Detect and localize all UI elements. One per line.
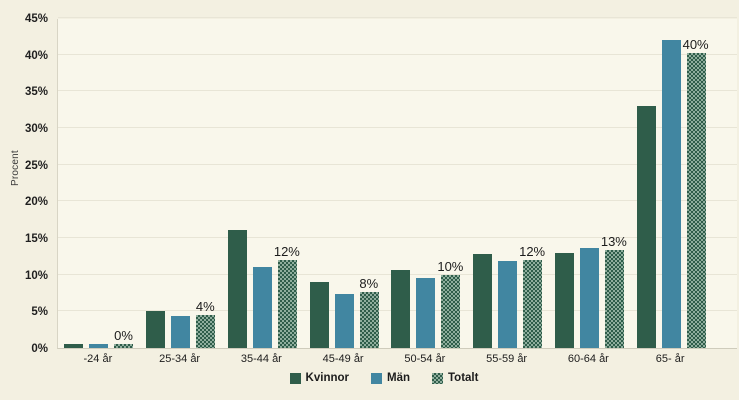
gridline <box>58 90 737 92</box>
bar-kvinnor <box>227 229 247 348</box>
x-tick-label: 60-64 år <box>567 353 609 365</box>
bar-män <box>416 277 436 348</box>
bar-group: 10% <box>385 19 467 348</box>
bar-kvinnor <box>64 344 84 348</box>
bar-kvinnor <box>554 253 574 348</box>
legend-swatch <box>371 372 382 384</box>
bar-totalt: 13% <box>601 234 627 348</box>
bar-män <box>498 260 518 348</box>
bar-kvinnor <box>473 254 493 348</box>
bar-group: 4% <box>140 19 222 348</box>
bar-value-label: 10% <box>437 259 464 275</box>
bar-group: 0% <box>58 19 140 348</box>
bar-totalt: 0% <box>114 328 134 348</box>
bar-totalt: 8% <box>359 276 379 348</box>
bar-totalt: 10% <box>437 259 463 348</box>
bar-kvinnor <box>391 269 411 348</box>
x-tick-label: 65- år <box>655 353 685 365</box>
bar-män <box>579 248 599 348</box>
gridline <box>58 127 737 128</box>
y-axis-ticks: 0% 5% 10% 15% 20% 25% 30% 35% 40% 45% <box>0 13 48 355</box>
y-tick-label: 30% <box>24 123 48 135</box>
legend-label: Kvinnor <box>305 372 349 384</box>
bar-män <box>171 315 191 348</box>
legend-item-kvinnor: Kvinnor <box>289 372 349 384</box>
bar-kvinnor <box>146 310 166 348</box>
x-tick-label: 55-59 år <box>486 353 528 365</box>
bar-group: 12% <box>467 19 549 348</box>
bar-group: 8% <box>303 19 385 348</box>
legend-swatch <box>432 372 443 384</box>
y-tick-label: 5% <box>31 306 48 319</box>
y-tick-label: 25% <box>24 159 48 172</box>
x-axis-labels: -24 år 25-34 år 35-44 år 45-49 år 50-54 år 55… <box>57 353 711 365</box>
bar-totalt: 12% <box>274 244 300 348</box>
y-tick-label: 10% <box>24 269 48 282</box>
bar-value-label: 12% <box>273 244 300 259</box>
y-tick-label: 20% <box>24 196 48 209</box>
bar-groups: 0% 4% 12% 8% 10% 12% 13% 40% <box>58 19 712 348</box>
bar-value-label: 13% <box>600 233 627 249</box>
bar-män <box>89 344 109 348</box>
bar-kvinnor <box>309 282 329 348</box>
gridline <box>58 17 737 18</box>
y-tick-label: 15% <box>24 233 48 245</box>
bar-group: 40% <box>630 19 712 348</box>
y-tick-label: 0% <box>31 343 48 355</box>
bar-value-label: 4% <box>195 299 215 314</box>
bar-totalt: 12% <box>519 244 545 348</box>
bar-män <box>252 267 272 348</box>
legend-swatch <box>289 372 301 384</box>
legend-item-totalt: Totalt <box>432 372 478 384</box>
plot-area: 0% 4% 12% 8% 10% 12% 13% 40% <box>57 17 737 349</box>
bar-totalt: 40% <box>683 37 709 348</box>
bar-män <box>661 40 681 348</box>
bar-value-label: 12% <box>519 244 546 259</box>
x-tick-label: 35-44 år <box>240 353 282 365</box>
y-tick-label: 35% <box>24 86 48 99</box>
bar-group: 13% <box>549 19 631 348</box>
legend-label: Totalt <box>448 372 479 384</box>
gridline <box>58 237 737 238</box>
bar-value-label: 0% <box>114 328 133 344</box>
bar-totalt: 4% <box>196 299 216 348</box>
gridline <box>58 200 737 202</box>
x-tick-label: -24 år <box>83 353 113 365</box>
gridline <box>58 163 737 165</box>
bar-kvinnor <box>636 106 656 348</box>
bar-value-label: 8% <box>359 275 379 291</box>
bar-män <box>334 294 354 348</box>
x-tick-label: 25-34 år <box>159 353 201 365</box>
y-tick-label: 45% <box>24 13 48 25</box>
x-tick-label: 50-54 år <box>404 353 446 365</box>
bar-group: 12% <box>222 19 304 348</box>
gridline <box>58 53 737 55</box>
y-tick-label: 40% <box>24 49 48 62</box>
legend-label: Män <box>387 372 410 384</box>
legend-item-män: Män <box>371 372 410 384</box>
legend: Kvinnor Män Totalt <box>57 372 711 384</box>
bar-value-label: 40% <box>682 37 709 53</box>
x-tick-label: 45-49 år <box>322 353 364 365</box>
